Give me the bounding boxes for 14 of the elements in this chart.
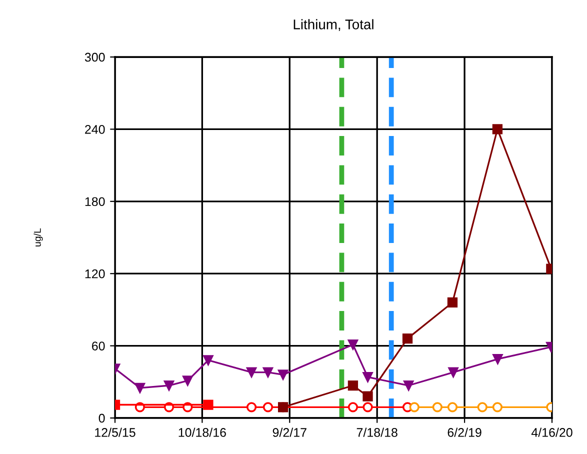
y-tick-label: 60 <box>92 342 105 350</box>
y-tick-label: 180 <box>85 197 105 206</box>
chart-title: Lithium, Total <box>294 19 374 31</box>
x-tick-label: 7/18/18 <box>356 428 398 437</box>
x-tick-label: 12/5/15 <box>95 428 136 437</box>
y-tick-label: 0 <box>98 414 105 423</box>
y-tick-label: 120 <box>85 269 105 278</box>
y-tick-label: 240 <box>85 125 105 134</box>
y-tick-label: 300 <box>84 52 105 62</box>
x-tick-label: 9/2/17 <box>272 428 306 437</box>
x-tick-label: 4/16/20 <box>531 428 572 437</box>
x-tick-label: 10/18/16 <box>178 428 226 437</box>
y-axis-title: ug/L <box>34 228 43 246</box>
x-tick-label: 6/2/19 <box>448 428 482 437</box>
